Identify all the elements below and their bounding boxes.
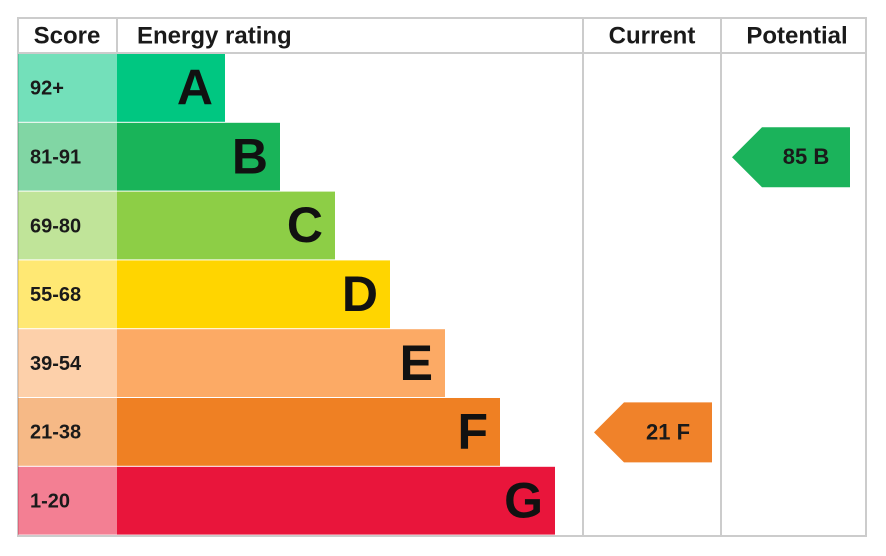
rating-bar xyxy=(117,466,555,535)
rating-letter: D xyxy=(342,266,378,322)
score-cell xyxy=(18,329,117,397)
rating-letter: C xyxy=(287,197,323,253)
score-range: 69-80 xyxy=(30,215,81,237)
header: Score xyxy=(34,22,101,49)
score-range: 21-38 xyxy=(30,422,81,444)
score-range: 1-20 xyxy=(30,490,70,512)
rating-letter: G xyxy=(504,472,543,528)
arrow-rating: B xyxy=(813,144,829,169)
rating-bar xyxy=(117,329,445,397)
rating-arrow xyxy=(732,127,850,188)
rating-letter: B xyxy=(232,128,268,184)
arrow-label: 85 B xyxy=(783,144,830,169)
rating-bar xyxy=(117,54,225,122)
score-cell xyxy=(18,54,117,122)
arrow-rating: F xyxy=(677,419,690,444)
rating-bar xyxy=(117,260,390,329)
score-cell xyxy=(18,260,117,329)
rating-bar xyxy=(117,122,280,191)
arrow-score: 21 xyxy=(646,419,670,444)
rating-bar xyxy=(117,398,500,466)
rating-letter: F xyxy=(457,404,488,460)
rating-arrow xyxy=(594,402,712,463)
rating-letter: A xyxy=(177,60,213,116)
score-range: 81-91 xyxy=(30,146,81,168)
arrow-score: 85 xyxy=(783,144,807,169)
rating-letter: E xyxy=(400,335,433,391)
header: Current xyxy=(609,22,696,49)
score-range: 39-54 xyxy=(30,353,82,375)
header: Potential xyxy=(746,22,847,49)
score-range: 55-68 xyxy=(30,284,81,306)
score-cell xyxy=(18,191,117,260)
score-range: 92+ xyxy=(30,78,64,100)
score-cell xyxy=(18,466,117,535)
score-cell xyxy=(18,398,117,466)
arrow-label: 21 F xyxy=(646,419,690,444)
score-cell xyxy=(18,122,117,191)
rating-bar xyxy=(117,191,335,260)
header: Energy rating xyxy=(137,22,292,49)
